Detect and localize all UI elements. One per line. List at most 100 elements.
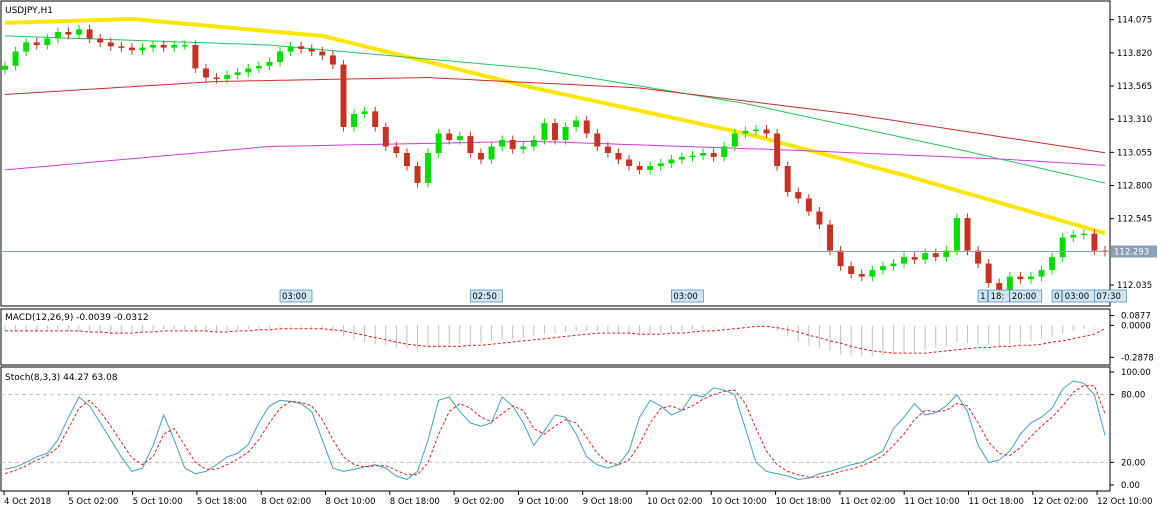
- candle-body: [372, 111, 379, 127]
- time-tick-label: 8 Oct 02:00: [261, 497, 311, 507]
- candle-body: [435, 133, 442, 153]
- time-marker[interactable]: [1094, 289, 1127, 303]
- stoch-axis: 100.00 80.00 20.00 0.00: [1110, 368, 1151, 491]
- candle-body: [1006, 276, 1013, 290]
- candle-body: [33, 42, 40, 46]
- candle-body: [636, 166, 643, 170]
- candle-body: [414, 166, 421, 183]
- candle-body: [594, 133, 601, 147]
- time-tick-label: 4 Oct 2018: [4, 497, 51, 507]
- candle-body: [361, 111, 368, 114]
- stoch-tick-label: 0.00: [1121, 481, 1140, 491]
- time-marker[interactable]: [279, 289, 313, 303]
- macd-panel[interactable]: MACD(12,26,9) -0.0039 -0.0312: [0, 308, 1111, 366]
- time-tick-label: 5 Oct 10:00: [133, 497, 183, 507]
- time-tick-label: 9 Oct 18:00: [583, 497, 633, 507]
- time-tick-label: 12 Oct 10:00: [1097, 497, 1152, 507]
- time-tick-label: 12 Oct 02:00: [1033, 497, 1088, 507]
- time-marker[interactable]: [1009, 289, 1043, 303]
- candle-body: [562, 126, 569, 140]
- stoch-main-line: [4, 380, 1106, 480]
- candle-body: [1091, 233, 1098, 251]
- time-marker-label: 03:00: [1065, 292, 1090, 302]
- candle-body: [509, 139, 516, 150]
- svg-text:112.293: 112.293: [1114, 247, 1149, 257]
- time-tick-label: 5 Oct 02:00: [68, 497, 118, 507]
- time-tick-label: 11 Oct 02:00: [840, 497, 895, 507]
- candle-body: [467, 136, 474, 153]
- candle-body: [277, 51, 283, 62]
- price-tick-label: 113.310: [1117, 115, 1152, 125]
- candle-body: [107, 42, 114, 47]
- time-marker[interactable]: [977, 289, 988, 303]
- stoch-panel[interactable]: Stoch(8,3,3) 44.27 63.08: [0, 366, 1111, 492]
- candle-body: [848, 266, 855, 274]
- moving-average-line: [4, 35, 1106, 184]
- candle-body: [54, 32, 61, 39]
- time-marker-label: 0: [1054, 292, 1059, 302]
- candle-body: [964, 218, 971, 251]
- candle-body: [615, 153, 622, 160]
- candle-body: [530, 139, 537, 147]
- time-marker[interactable]: [1051, 289, 1063, 303]
- candle-body: [287, 46, 294, 52]
- candle-body: [943, 250, 950, 258]
- time-axis: 4 Oct 2018 5 Oct 02:00 5 Oct 10:00 5 Oct 18…: [3, 491, 1153, 507]
- candle-body: [774, 133, 781, 167]
- candle-body: [488, 146, 495, 160]
- candle-body: [181, 45, 188, 47]
- candle-body: [742, 130, 749, 134]
- time-marker[interactable]: [470, 289, 503, 303]
- price-tick-label: 113.055: [1117, 148, 1152, 158]
- time-marker-label: 20:00: [1012, 292, 1036, 302]
- candle-body: [139, 47, 146, 51]
- candle-body: [213, 77, 220, 80]
- price-tick-label: 112.035: [1117, 281, 1152, 291]
- candle-body: [351, 113, 358, 127]
- time-marker-label: 03:00: [282, 292, 307, 302]
- candle-body: [647, 166, 654, 170]
- candle-body: [266, 61, 273, 66]
- time-marker-label: 03:00: [673, 292, 698, 302]
- candle-body: [869, 270, 876, 277]
- candle-body: [520, 146, 527, 150]
- time-tick-label: 9 Oct 10:00: [518, 497, 568, 507]
- time-marker-label: 1: [980, 292, 985, 302]
- candle-body: [308, 48, 315, 52]
- candle-body: [329, 55, 336, 65]
- candle-body: [150, 45, 157, 48]
- price-tick-label: 112.800: [1117, 182, 1152, 192]
- candle-body: [477, 153, 484, 160]
- macd-title: MACD(12,26,9) -0.0039 -0.0312: [5, 313, 149, 323]
- time-marker[interactable]: [671, 289, 704, 303]
- candle-body: [911, 257, 918, 260]
- time-marker-label: 02:50: [472, 292, 497, 302]
- candle-body: [44, 38, 51, 46]
- candle-body: [975, 250, 982, 264]
- time-tick-label: 5 Oct 18:00: [197, 497, 247, 507]
- candle-body: [65, 32, 72, 35]
- moving-average-line: [4, 16, 1106, 236]
- candle-body: [858, 273, 865, 277]
- candle-body: [245, 68, 252, 73]
- candle-body: [234, 72, 241, 75]
- time-marker-label: 18:: [991, 292, 1005, 302]
- candle-body: [340, 64, 347, 127]
- price-panel[interactable]: 03:00 02:50 03:00 1 18: 20:00 0 03:00 07:30 USDJ…: [0, 0, 1127, 307]
- candle-body: [1017, 276, 1024, 280]
- candle-body: [763, 129, 770, 134]
- candle-body: [298, 46, 305, 49]
- candle-body: [160, 45, 167, 48]
- current-price-tag: 112.293: [1111, 245, 1157, 258]
- candle-body: [604, 146, 611, 153]
- candle-body: [626, 159, 633, 167]
- candle-body: [678, 156, 685, 160]
- macd-tick-label: -0.2878: [1121, 353, 1154, 363]
- time-marker[interactable]: [988, 289, 1010, 303]
- candle-body: [657, 163, 664, 167]
- candle-body: [86, 29, 93, 39]
- stoch-title: Stoch(8,3,3) 44.27 63.08: [5, 373, 118, 383]
- time-tick-label: 11 Oct 10:00: [904, 497, 959, 507]
